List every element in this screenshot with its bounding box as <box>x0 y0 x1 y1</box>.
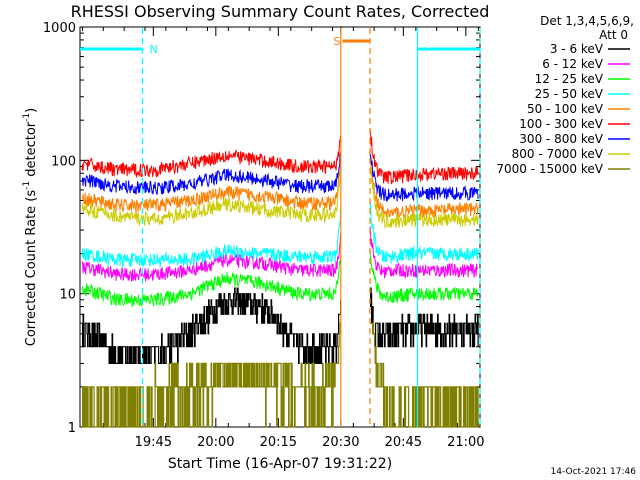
annotation-label-n: N <box>150 43 158 56</box>
legend-header-detectors: Det 1,3,4,5,6,9, <box>540 14 634 28</box>
series-line-12-25-kev <box>81 250 479 308</box>
x-tick-label: 19:45 <box>135 435 172 450</box>
x-tick-label: 20:15 <box>260 435 297 450</box>
plot-area: 1 10 100 1000 19:45 20:00 20:15 20:30 20:45 21:00… <box>43 21 485 450</box>
footer-date: 14-Oct-2021 17:46 <box>551 467 637 477</box>
x-axis-label: Start Time (16-Apr-07 19:31:22) <box>168 456 392 472</box>
x-tick-label: 20:30 <box>322 435 359 450</box>
legend-label: 3 - 6 keV <box>550 42 604 56</box>
y-tick-label: 1 <box>68 421 76 436</box>
y-tick-label: 10 <box>59 288 76 303</box>
legend-label: 300 - 800 keV <box>519 132 603 146</box>
legend-label: 100 - 300 keV <box>519 117 603 131</box>
legend-header-attenuator: Att 0 <box>599 28 628 42</box>
series-line-7000-15000-kev <box>82 322 479 428</box>
series-line-100-300-kev <box>81 128 479 185</box>
legend-label: 7000 - 15000 keV <box>496 162 603 176</box>
series-line-6-12-kev <box>81 226 479 282</box>
plot-frame <box>79 26 481 428</box>
series-line-300-800-kev <box>81 152 479 202</box>
x-tick-label: 20:00 <box>197 435 234 450</box>
series-line-3-6-kev <box>82 287 479 364</box>
y-axis-label: Corrected Count Rate (s-1 detector-1) <box>22 108 39 346</box>
series-line-25-50-kev <box>81 202 479 268</box>
chart-title: RHESSI Observing Summary Count Rates, Co… <box>71 2 490 21</box>
legend-label: 800 - 7000 keV <box>512 147 604 161</box>
x-tick-label: 20:45 <box>385 435 422 450</box>
legend-label: 12 - 25 keV <box>535 72 604 86</box>
series-line-800-7000-kev <box>81 166 479 230</box>
legend-label: 6 - 12 keV <box>542 57 604 71</box>
legend-label: 50 - 100 keV <box>527 102 604 116</box>
y-tick-label: 100 <box>51 154 76 169</box>
x-tick-label: 21:00 <box>447 435 484 450</box>
annotation-label-s: S <box>334 35 341 48</box>
y-tick-label: 1000 <box>43 21 76 36</box>
legend-label: 25 - 50 keV <box>535 87 604 101</box>
